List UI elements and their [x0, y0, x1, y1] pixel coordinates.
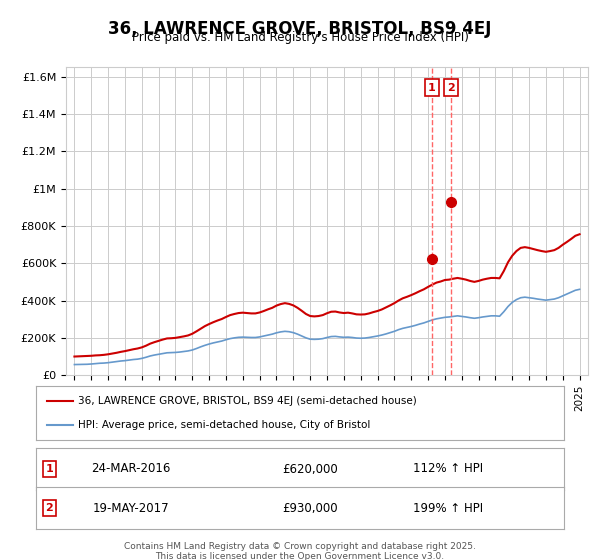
Text: 36, LAWRENCE GROVE, BRISTOL, BS9 4EJ (semi-detached house): 36, LAWRENCE GROVE, BRISTOL, BS9 4EJ (se… [78, 396, 417, 407]
Text: Contains HM Land Registry data © Crown copyright and database right 2025.
This d: Contains HM Land Registry data © Crown c… [124, 542, 476, 560]
Text: 24-MAR-2016: 24-MAR-2016 [91, 463, 171, 475]
Text: 2: 2 [448, 83, 455, 93]
Text: 36, LAWRENCE GROVE, BRISTOL, BS9 4EJ: 36, LAWRENCE GROVE, BRISTOL, BS9 4EJ [109, 20, 491, 38]
Text: £930,000: £930,000 [283, 502, 338, 515]
Text: 1: 1 [428, 83, 436, 93]
Text: Price paid vs. HM Land Registry's House Price Index (HPI): Price paid vs. HM Land Registry's House … [131, 31, 469, 44]
Text: 1: 1 [46, 464, 53, 474]
Text: 112% ↑ HPI: 112% ↑ HPI [413, 463, 483, 475]
Text: HPI: Average price, semi-detached house, City of Bristol: HPI: Average price, semi-detached house,… [78, 419, 371, 430]
Text: 19-MAY-2017: 19-MAY-2017 [93, 502, 169, 515]
Text: 2: 2 [46, 503, 53, 513]
Text: 199% ↑ HPI: 199% ↑ HPI [413, 502, 483, 515]
Text: £620,000: £620,000 [283, 463, 338, 475]
